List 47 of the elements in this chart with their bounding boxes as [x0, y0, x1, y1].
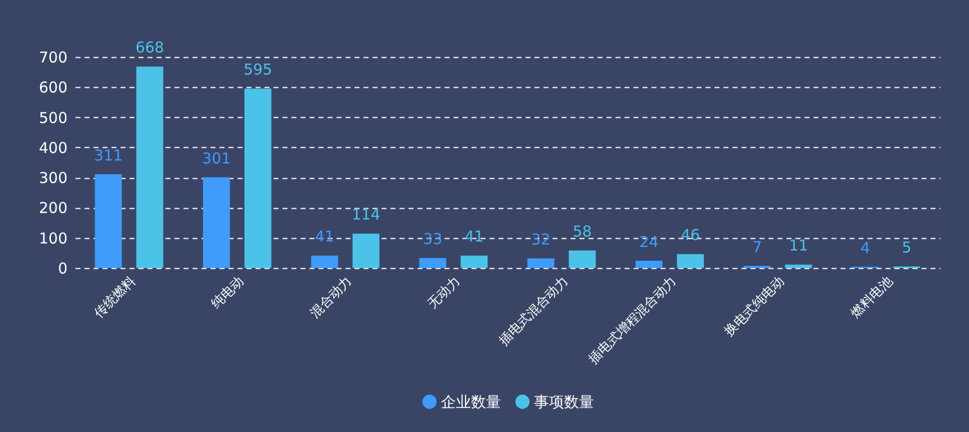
data-label: 24 [639, 232, 659, 251]
x-tick-label: 插电式增程混合动力 [586, 274, 680, 368]
data-label: 11 [788, 236, 808, 255]
bar [785, 264, 812, 268]
data-label: 5 [902, 238, 912, 256]
x-tick-label: 换电式纯电动 [722, 274, 788, 340]
bar [244, 88, 272, 268]
legend-label: 企业数量 [441, 392, 501, 411]
y-tick-label: 500 [38, 108, 68, 127]
bar [203, 177, 230, 268]
y-tick-label: 100 [38, 229, 68, 248]
data-label: 668 [135, 38, 164, 57]
data-label: 7 [752, 238, 762, 256]
data-label: 46 [680, 226, 700, 244]
data-label: 114 [352, 206, 380, 224]
x-tick-label: 纯电动 [208, 274, 248, 312]
bar [94, 174, 122, 268]
data-label: 32 [531, 230, 550, 248]
data-label: 33 [423, 230, 442, 248]
data-label: 58 [572, 222, 592, 241]
x-tick-label: 传统燃料 [92, 274, 139, 322]
data-label: 41 [315, 228, 334, 246]
bar [636, 260, 662, 268]
bar [352, 234, 380, 268]
y-tick-label: 600 [38, 78, 68, 97]
data-label: 4 [860, 238, 870, 257]
legend-label: 事项数量 [534, 392, 594, 411]
bar [311, 256, 338, 268]
data-label: 41 [464, 228, 484, 246]
y-tick-label: 200 [38, 199, 68, 218]
y-tick-label: 0 [58, 260, 68, 278]
x-tick-label: 插电式混合动力 [496, 274, 572, 349]
y-tick-label: 300 [38, 169, 68, 188]
bar [419, 258, 446, 268]
data-label: 301 [202, 149, 231, 168]
data-label: 595 [244, 60, 272, 79]
x-tick-label: 燃料电池 [848, 274, 896, 322]
x-tick-label: 无动力 [425, 274, 464, 312]
x-tick-label: 混合动力 [308, 274, 356, 322]
bar [460, 256, 488, 268]
data-label: 311 [94, 146, 123, 164]
y-tick-label: 400 [38, 138, 68, 157]
y-tick-label: 700 [38, 48, 68, 66]
bar [676, 254, 704, 268]
bar [568, 250, 596, 268]
bar [136, 66, 164, 268]
bar [527, 258, 554, 268]
